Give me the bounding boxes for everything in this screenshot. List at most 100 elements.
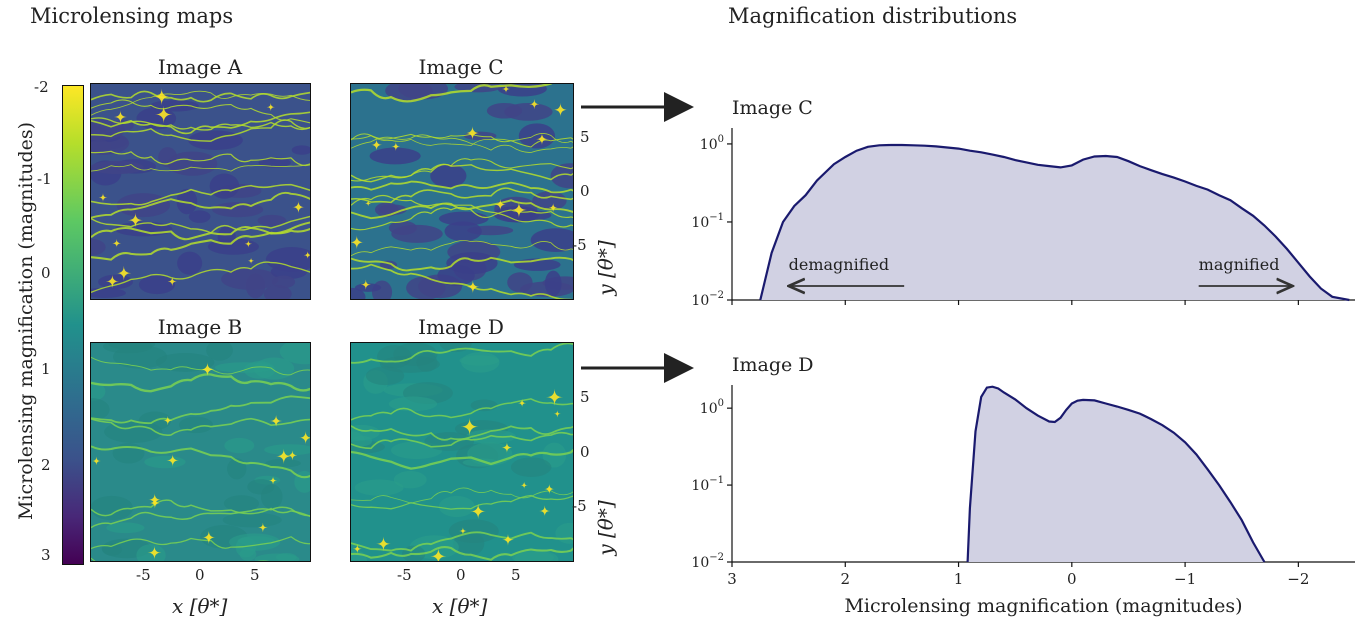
map-b-xtick: -5	[136, 566, 151, 584]
map-blob	[486, 102, 523, 119]
x-tick-label: 3	[727, 570, 737, 588]
caustic-line	[351, 494, 573, 510]
caustic-line	[351, 180, 573, 194]
caustic-cusp	[163, 415, 173, 426]
microlensing-map-d	[350, 342, 574, 562]
map-blob	[223, 495, 260, 512]
caustic-cusp	[370, 139, 383, 151]
map-title-d: Image D	[418, 315, 504, 339]
colorbar-tick: -2	[34, 78, 49, 96]
caustic-cusp	[287, 450, 298, 461]
caustic-line	[351, 84, 553, 103]
caustic-cusp	[352, 544, 362, 554]
map-blob	[102, 543, 123, 556]
caustic-line	[351, 343, 573, 364]
caustic-line	[351, 134, 573, 153]
caustic-cusp	[466, 280, 480, 294]
map-c-texture	[351, 84, 573, 299]
caustic-line	[351, 448, 573, 470]
map-blob	[518, 123, 556, 149]
map-a-texture	[91, 84, 310, 299]
map-blob	[260, 484, 283, 510]
colorbar-tick: -1	[37, 170, 52, 188]
caustic-cusp	[166, 454, 179, 467]
map-blob	[91, 381, 106, 402]
caustic-cusp	[292, 200, 305, 214]
caustic-cusp	[391, 142, 401, 151]
caustic-cusp	[200, 362, 215, 377]
caustic-line	[351, 194, 573, 228]
microlensing-map-c	[350, 83, 574, 300]
caustic-cusp	[127, 212, 143, 228]
annotation-magnified: magnified	[1199, 255, 1280, 274]
map-d-xtick: 0	[456, 566, 466, 584]
caustic-cusp	[92, 456, 101, 466]
caustic-cusp	[430, 548, 447, 561]
map-d-xlabel: x [θ*]	[432, 594, 488, 618]
caustic-line	[91, 445, 310, 479]
caustic-cusp	[299, 431, 310, 445]
y-tick-label: 100	[700, 398, 724, 417]
caustic-cusp	[376, 536, 391, 552]
caustic-line	[351, 425, 573, 441]
caustic-cusp	[276, 448, 292, 464]
y-tick-label: 10−2	[691, 552, 724, 571]
caustic-cusp	[148, 493, 162, 507]
caustic-line	[91, 261, 310, 294]
caustic-line	[351, 546, 573, 561]
caustic-line	[91, 536, 310, 550]
map-blob	[263, 284, 292, 299]
connector-arrows	[581, 92, 694, 383]
caustic-cusp	[543, 483, 555, 495]
caustic-line	[91, 506, 310, 529]
map-d-texture	[351, 343, 573, 561]
colorbar-tick: 1	[41, 360, 51, 378]
caustic-cusp	[520, 481, 528, 489]
map-blob	[167, 151, 218, 176]
caustic-cusp	[360, 279, 371, 290]
y-tick-label: 10−1	[691, 212, 724, 231]
map-blob	[206, 343, 233, 361]
y-tick-label: 10−2	[691, 290, 724, 309]
map-c-ytick: -5	[572, 236, 587, 254]
distribution-fill	[967, 386, 1265, 562]
caustic-line	[91, 183, 310, 206]
map-blob	[470, 399, 498, 412]
caustic-line	[91, 417, 310, 437]
distribution-line	[759, 143, 1350, 302]
caustic-line	[91, 373, 310, 393]
map-blob	[430, 163, 467, 188]
map-blob	[351, 287, 366, 299]
map-blob	[459, 355, 500, 366]
colorbar-tick: 0	[41, 264, 51, 282]
caustic-cusp	[501, 442, 513, 454]
map-b-texture	[91, 343, 310, 561]
microlensing-map-a	[90, 83, 311, 300]
caustic-cusp	[244, 240, 253, 248]
caustic-cusp	[546, 388, 564, 406]
map-blob	[291, 145, 310, 155]
caustic-line	[351, 206, 573, 231]
microlensing-map-b	[90, 342, 311, 562]
map-blob	[214, 362, 275, 373]
caustic-cusp	[501, 85, 511, 94]
caustic-line	[91, 90, 310, 116]
map-blob	[264, 444, 310, 456]
caustic-cusp	[112, 239, 121, 248]
caustic-cusp	[548, 203, 558, 213]
map-blob	[365, 366, 405, 386]
colorbar-tick: 3	[41, 546, 51, 564]
caustic-cusp	[167, 276, 177, 286]
caustic-cusp	[529, 99, 540, 110]
caustic-line	[91, 90, 310, 103]
map-blob	[354, 283, 382, 292]
map-title-c: Image C	[418, 55, 504, 79]
map-blob	[444, 221, 482, 242]
map-blob	[258, 157, 291, 168]
panel-label: Image C	[732, 97, 813, 119]
caustic-cusp	[98, 193, 108, 202]
caustic-cusp	[269, 414, 283, 428]
caustic-cusp	[465, 125, 480, 141]
map-blob	[388, 396, 438, 412]
annotation-demagnified: demagnified	[789, 255, 889, 274]
